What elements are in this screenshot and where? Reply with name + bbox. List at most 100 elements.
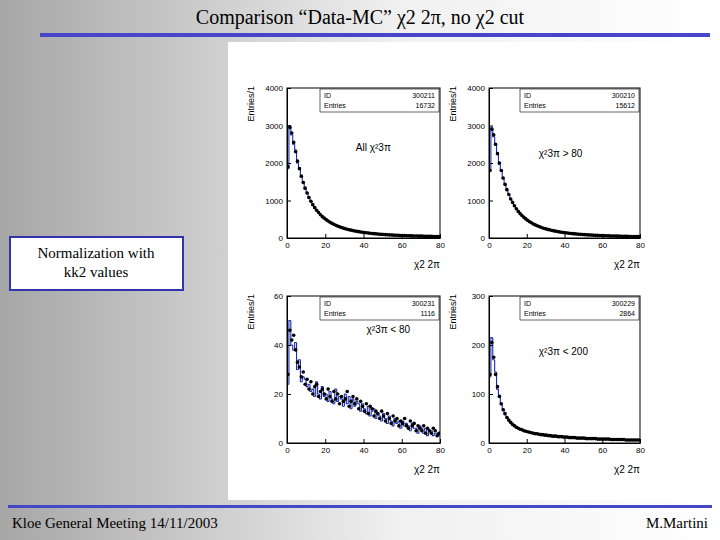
y-tick-label: 1000 — [265, 197, 283, 206]
x-axis-title: χ2 2π — [614, 259, 640, 270]
data-point — [403, 417, 407, 421]
data-point — [391, 414, 395, 418]
x-tick-label: 60 — [598, 241, 607, 250]
x-axis-line — [490, 443, 641, 444]
x-tick-label: 80 — [436, 446, 445, 455]
data-point — [301, 181, 305, 185]
x-tick-mark — [602, 439, 603, 443]
data-point — [494, 142, 498, 146]
y-tick: 1000 — [265, 197, 291, 206]
data-point — [338, 402, 342, 406]
data-point — [424, 431, 428, 435]
y-tick-label: 2000 — [265, 159, 283, 168]
data-point — [292, 141, 296, 145]
y-tick-mark — [287, 394, 291, 395]
data-point — [288, 329, 292, 333]
data-point — [380, 409, 384, 413]
histogram-plot: 0204060800204060Entries/1χ2 2πχ²3π < 80I… — [246, 292, 445, 475]
data-point — [490, 127, 494, 131]
stats-box — [520, 89, 639, 112]
y-axis-line — [287, 297, 288, 444]
histogram-step — [495, 360, 497, 372]
data-point — [389, 422, 393, 426]
data-point — [349, 400, 353, 404]
y-tick-mark — [287, 345, 291, 346]
stats-value: 300231 — [412, 300, 435, 307]
x-tick-mark — [364, 439, 365, 443]
data-point — [414, 429, 418, 433]
data-point — [340, 395, 344, 399]
x-tick-mark — [325, 234, 326, 238]
y-tick-label: 4000 — [467, 84, 485, 93]
y-tick: 20 — [274, 390, 291, 399]
data-point — [361, 404, 365, 408]
y-axis: 01000200030004000 — [265, 84, 291, 243]
x-tick: 80 — [636, 234, 645, 250]
y-tick-mark — [489, 201, 493, 202]
x-tick-label: 20 — [321, 241, 330, 250]
y-tick-label: 0 — [481, 234, 486, 243]
data-point — [303, 186, 307, 190]
y-tick: 2000 — [467, 159, 493, 168]
data-point — [292, 333, 296, 337]
data-point — [507, 193, 511, 197]
data-point — [637, 438, 640, 442]
y-tick-mark — [489, 88, 493, 89]
data-point — [355, 397, 359, 401]
x-tick-label: 40 — [360, 446, 369, 455]
x-axis: 020406080 — [285, 234, 445, 250]
data-point — [366, 412, 370, 416]
data-point — [370, 407, 374, 411]
data-point — [332, 390, 336, 394]
x-axis-title: χ2 2π — [414, 464, 440, 475]
x-tick-mark — [325, 439, 326, 443]
data-point — [307, 196, 311, 200]
x-tick-label: 20 — [523, 241, 532, 250]
stats-label: Entries — [524, 102, 546, 109]
y-tick: 60 — [274, 292, 291, 301]
data-point — [496, 152, 500, 156]
x-axis-title: χ2 2π — [414, 259, 440, 270]
histogram-step — [497, 145, 499, 153]
data-point — [422, 424, 426, 428]
y-tick-mark — [489, 296, 493, 297]
data-point — [494, 373, 498, 377]
y-tick-label: 1000 — [467, 197, 485, 206]
y-tick-label: 3000 — [467, 122, 485, 131]
y-tick-label: 200 — [472, 341, 486, 350]
x-axis-line — [490, 238, 641, 239]
histogram-step — [298, 163, 300, 168]
y-axis-title: Entries/1 — [448, 86, 458, 122]
data-point — [321, 387, 325, 391]
stats-box — [320, 297, 439, 320]
data-point — [501, 176, 505, 180]
data-point — [294, 150, 298, 154]
y-tick: 4000 — [467, 84, 493, 93]
x-tick-mark — [565, 439, 566, 443]
stats-value: 1116 — [420, 310, 435, 317]
stats-label: ID — [524, 300, 531, 307]
y-tick-label: 20 — [274, 390, 283, 399]
data-point — [303, 382, 307, 386]
data-point — [298, 365, 302, 369]
histogram-step — [295, 144, 297, 150]
footer-right: M.Martini — [646, 515, 708, 531]
y-tick: 3000 — [265, 122, 291, 131]
x-tick-label: 60 — [398, 241, 407, 250]
data-point — [305, 191, 309, 195]
data-point — [309, 199, 313, 203]
histogram-step — [293, 135, 295, 144]
y-tick-label: 0 — [279, 234, 284, 243]
data-point — [509, 197, 513, 201]
data-point — [378, 417, 382, 421]
x-axis: 020406080 — [487, 439, 645, 455]
x-tick: 80 — [636, 439, 645, 455]
x-tick-mark — [402, 439, 403, 443]
y-tick: 200 — [472, 341, 493, 350]
data-point — [363, 409, 367, 413]
data-point — [505, 188, 509, 192]
stats-value: 15612 — [616, 102, 636, 109]
plot-frame — [489, 88, 640, 238]
x-tick-mark — [640, 234, 641, 238]
y-tick-mark — [287, 296, 291, 297]
